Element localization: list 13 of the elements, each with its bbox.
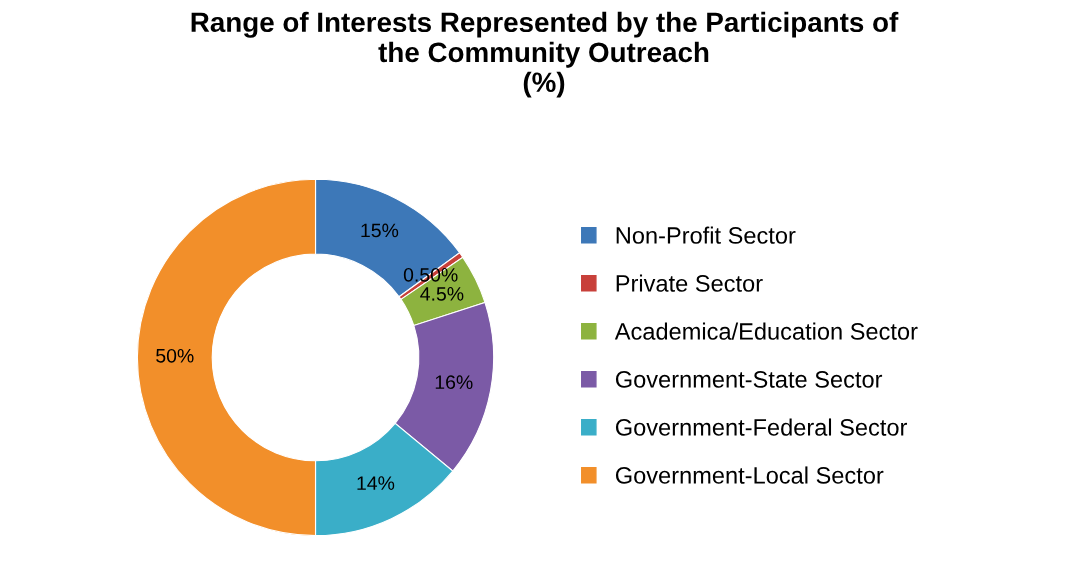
chart-title: Range of Interests Represented by the Participants of the Community Outreach (%) (191, 11, 899, 98)
legend-label: Non-Profit Sector (616, 226, 796, 244)
legend-label: Government-Local Sector (615, 466, 884, 484)
data-label: 0.50% (403, 267, 458, 282)
legend-label: Government-Federal Sector (615, 418, 908, 436)
data-label: 14% (357, 476, 395, 490)
legend-label: Academica/Education Sector (614, 322, 918, 340)
legend-label: Private Sector (616, 274, 763, 292)
legend-label: Government-State Sector (615, 371, 883, 388)
data-label: 16% (435, 375, 473, 390)
data-label: 50% (156, 348, 194, 363)
data-label: 4.5% (420, 287, 464, 301)
data-label: 15% (361, 223, 399, 238)
